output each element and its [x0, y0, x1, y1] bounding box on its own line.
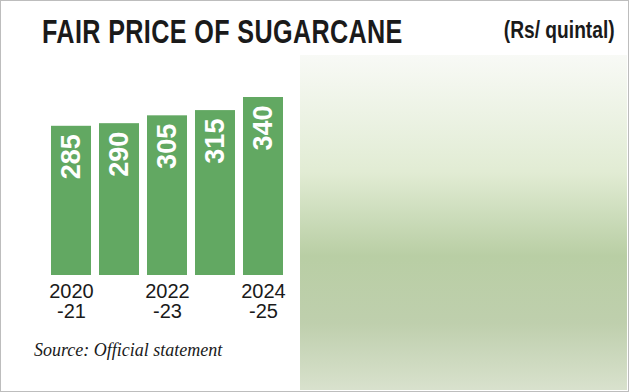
svg-text:290: 290 [104, 132, 134, 177]
svg-text:340: 340 [248, 106, 278, 151]
svg-text:2022-23: 2022-23 [145, 280, 190, 322]
html-text:Source: Official statement: Source: Official statement [34, 340, 223, 360]
html-text:FAIR PRICE OF SUGARCANE: FAIR PRICE OF SUGARCANE [42, 12, 403, 50]
svg-text:2020-21: 2020-21 [49, 280, 94, 322]
svg-text:285: 285 [56, 134, 86, 179]
html-text:(Rs/ quintal): (Rs/ quintal) [504, 16, 615, 43]
svg-text:2024-25: 2024-25 [241, 280, 286, 322]
svg-text:305: 305 [152, 124, 182, 169]
svg-text:315: 315 [200, 119, 230, 164]
